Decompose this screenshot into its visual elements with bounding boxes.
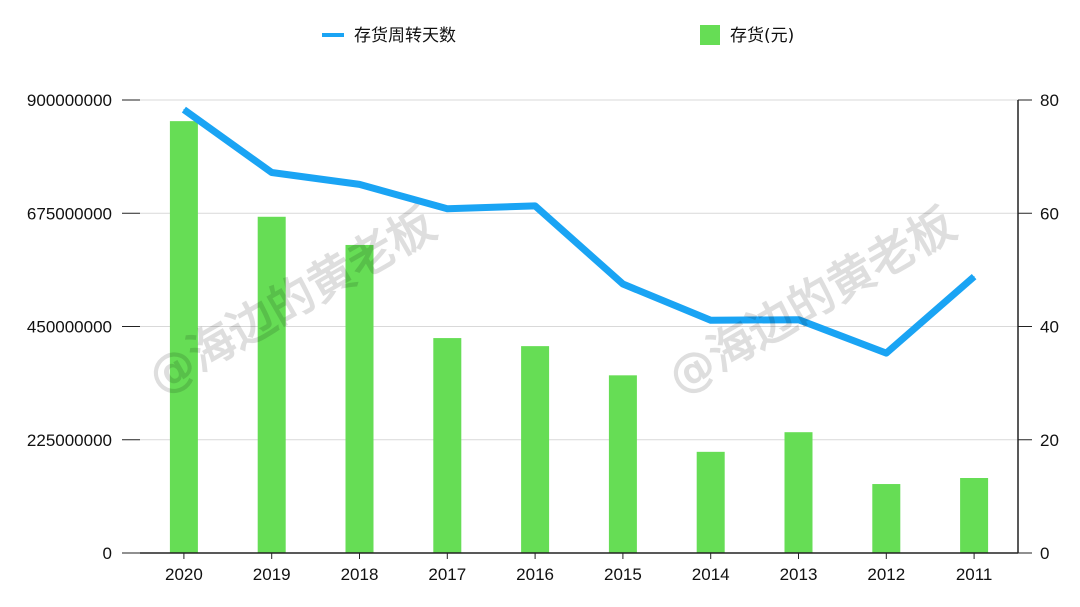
- x-tick-label-2015: 2015: [604, 565, 642, 584]
- bar-2020: [169, 121, 198, 553]
- left-axis-tick-label: 675000000: [27, 204, 112, 223]
- left-axis-tick-label: 225000000: [27, 431, 112, 450]
- bar-2012: [872, 484, 901, 553]
- line-point-2013: [798, 319, 799, 321]
- x-tick-label-2016: 2016: [516, 565, 554, 584]
- left-axis-tick-label: 0: [103, 544, 112, 563]
- line-point-2017: [446, 208, 448, 210]
- line-point-2012: [885, 352, 887, 354]
- x-tick-label-2013: 2013: [780, 565, 818, 584]
- right-axis-tick-label: 80: [1040, 91, 1059, 110]
- gridlines: [140, 99, 1018, 441]
- line-point-2020: [183, 109, 185, 111]
- bar-2019: [257, 216, 286, 554]
- bar-2018: [345, 244, 374, 553]
- inventory-bars: [169, 121, 989, 554]
- axes: [122, 99, 1032, 559]
- watermark-right: @海边的黄老板: [659, 197, 965, 405]
- line-point-2019: [271, 171, 273, 173]
- x-tick-label-2012: 2012: [867, 565, 905, 584]
- x-tick-label-2017: 2017: [428, 565, 466, 584]
- legend-bar-swatch: [700, 25, 720, 45]
- line-point-2014: [710, 319, 712, 321]
- line-point-2018: [359, 183, 360, 185]
- bar-2017: [433, 338, 462, 553]
- bar-2016: [521, 346, 550, 553]
- legend-label-turnover-days: 存货周转天数: [354, 26, 456, 46]
- right-axis-tick-label: 0: [1040, 544, 1049, 563]
- line-point-2016: [534, 205, 536, 207]
- legend: 存货周转天数 存货(元): [322, 25, 794, 46]
- legend-label-inventory: 存货(元): [730, 26, 794, 46]
- right-axis-tick-label: 20: [1040, 431, 1059, 450]
- turnover-days-polyline: [181, 106, 977, 357]
- x-tick-label-2020: 2020: [165, 565, 203, 584]
- x-tick-label-2018: 2018: [341, 565, 379, 584]
- bar-2015: [608, 375, 637, 553]
- line-point-2011: [973, 276, 975, 278]
- right-axis-tick-label: 60: [1040, 204, 1059, 223]
- bar-2013: [784, 432, 813, 553]
- bar-2011: [960, 478, 989, 553]
- x-tick-label-2014: 2014: [692, 565, 730, 584]
- tick-labels: 0 225000000 450000000 675000000 900000000 0 20…: [27, 91, 1059, 584]
- right-axis-tick-label: 40: [1040, 318, 1059, 337]
- line-point-2015: [622, 283, 624, 285]
- turnover-days-line: [181, 106, 977, 357]
- x-tick-label-2019: 2019: [253, 565, 291, 584]
- x-tick-label-2011: 2011: [956, 565, 993, 584]
- left-axis-tick-label: 450000000: [27, 318, 112, 337]
- left-axis-tick-label: 900000000: [27, 91, 112, 110]
- bar-2014: [696, 451, 725, 553]
